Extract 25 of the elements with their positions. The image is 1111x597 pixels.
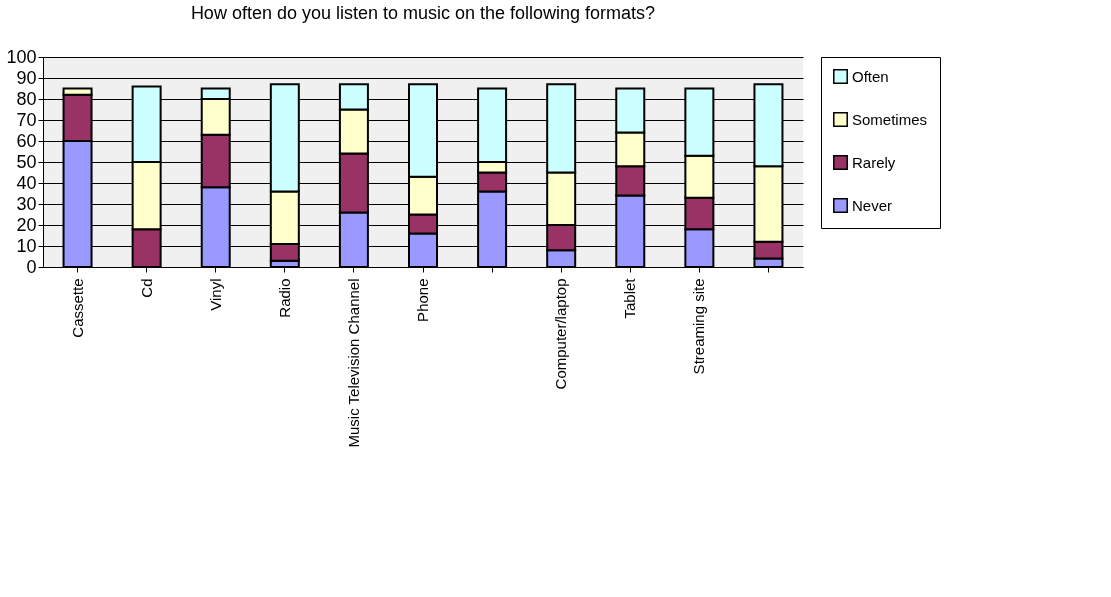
x-tick-label: Vinyl xyxy=(206,278,224,311)
legend-label: Sometimes xyxy=(852,110,928,128)
y-tick-label: 30 xyxy=(16,193,37,214)
y-tick-label: 40 xyxy=(16,172,37,193)
legend-label: Never xyxy=(852,196,893,214)
x-tick-label: Cd xyxy=(137,278,155,298)
x-tick-label: Computer/laptop xyxy=(552,278,570,390)
x-tick-label: Streaming site xyxy=(690,278,708,375)
y-tick-label: 0 xyxy=(26,256,37,277)
legend-label: Often xyxy=(852,67,889,85)
y-tick-label: 100 xyxy=(6,46,37,67)
x-tick-label: Tablet xyxy=(621,277,639,319)
legend-label: Rarely xyxy=(852,153,896,171)
x-tick-label: Radio xyxy=(275,278,293,318)
y-tick-label: 20 xyxy=(16,214,37,235)
y-tick-label: 70 xyxy=(16,109,37,130)
y-tick-label: 10 xyxy=(16,235,37,256)
y-tick-label: 50 xyxy=(16,151,37,172)
x-tick-label: Cassette xyxy=(68,278,86,338)
y-tick-label: 80 xyxy=(16,88,37,109)
chart-title: How often do you listen to music on the following formats? xyxy=(190,3,656,23)
x-tick-label: Phone xyxy=(414,278,431,322)
y-tick-label: 60 xyxy=(16,130,37,151)
y-tick-label: 90 xyxy=(16,67,37,88)
x-tick-label: Music Television Channel xyxy=(344,278,362,448)
